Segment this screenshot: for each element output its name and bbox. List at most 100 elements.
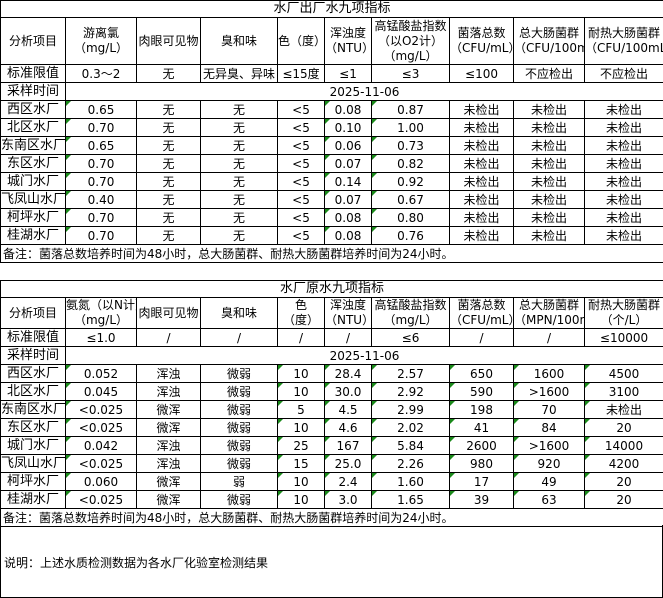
plant-name: 西区水厂 bbox=[0, 364, 66, 383]
plant-name: 东区水厂 bbox=[0, 154, 66, 173]
data-cell: <0.025 bbox=[65, 418, 137, 437]
column-header: 分析项目 bbox=[0, 297, 66, 329]
data-cell: 未检出 bbox=[449, 118, 514, 137]
data-cell: 无 bbox=[200, 172, 278, 191]
data-cell: 微弱 bbox=[200, 418, 278, 437]
data-cell: 3100 bbox=[583, 382, 663, 401]
column-header: 肉眼可见物 bbox=[136, 297, 201, 329]
data-cell: 浑浊 bbox=[136, 364, 201, 383]
column-header: 游离氯 （mg/L） bbox=[65, 17, 137, 65]
data-cell: 590 bbox=[449, 382, 514, 401]
data-cell: 63 bbox=[513, 490, 585, 509]
standard-value: ≤10000 bbox=[583, 328, 663, 347]
data-cell: 0.92 bbox=[371, 172, 450, 191]
note-row: 备注：菌落总数培养时间为48小时，总大肠菌群、耐热大肠菌群培养时间为24小时。 bbox=[0, 244, 663, 263]
column-header: 氨氮（以N计） （mg/L） bbox=[65, 297, 137, 329]
table-row: 桂湖水厂 <0.025 微浑 微弱 10 3.0 1.65 39 63 20 bbox=[0, 490, 663, 509]
data-cell: 84 bbox=[513, 418, 585, 437]
data-cell: 无 bbox=[200, 154, 278, 173]
data-cell: 无 bbox=[200, 208, 278, 227]
data-cell: 无 bbox=[136, 154, 201, 173]
data-cell: 未检出 bbox=[583, 172, 663, 191]
table-row: 柯坪水厂 0.060 微浑弱 10 2.4 1.60 17 49 20 bbox=[0, 472, 663, 491]
data-cell: 无 bbox=[136, 100, 201, 119]
data-cell: 无 bbox=[136, 208, 201, 227]
data-cell: 微浑 bbox=[136, 472, 201, 491]
data-cell: 30.0 bbox=[324, 382, 372, 401]
table-row: 城门水厂 0.042 浑浊 微弱 25 167 5.84 2600 >1600 14000 bbox=[0, 436, 663, 455]
data-cell: 微弱 bbox=[200, 382, 278, 401]
plant-name: 北区水厂 bbox=[0, 382, 66, 401]
table-row: 北区水厂 0.045 浑浊 微弱 10 30.0 2.92 590 >1600 3100 bbox=[0, 382, 663, 401]
data-cell: 15 bbox=[277, 454, 325, 473]
table-row: 东南区水厂 <0.025 微浑 微弱 5 4.5 2.99 198 70 未检出 bbox=[0, 400, 663, 419]
table-row: 飞凤山水厂 0.40 无无 <5 0.07 0.67 未检出 未检出 未检出 bbox=[0, 190, 663, 209]
standard-value: / bbox=[449, 328, 514, 347]
standard-value: ≤100 bbox=[449, 64, 514, 83]
data-cell: 未检出 bbox=[449, 190, 514, 209]
data-cell: 920 bbox=[513, 454, 585, 473]
plant-name: 东南区水厂 bbox=[0, 400, 66, 419]
data-cell: 0.060 bbox=[65, 472, 137, 491]
data-cell: 微弱 bbox=[200, 454, 278, 473]
standard-value: 不应检出 bbox=[583, 64, 663, 83]
data-cell: 1.65 bbox=[371, 490, 450, 509]
data-cell: 2.02 bbox=[371, 418, 450, 437]
data-cell: <5 bbox=[277, 100, 325, 119]
note-row: 备注：菌落总数培养时间为48小时，总大肠菌群、耐热大肠菌群培养时间为24小时。 bbox=[0, 508, 663, 527]
data-cell: 未检出 bbox=[583, 100, 663, 119]
data-cell: <5 bbox=[277, 118, 325, 137]
data-cell: 10 bbox=[277, 418, 325, 437]
data-cell: 39 bbox=[449, 490, 514, 509]
data-cell: <5 bbox=[277, 172, 325, 191]
data-cell: 无 bbox=[200, 226, 278, 245]
data-cell: 49 bbox=[513, 472, 585, 491]
data-cell: 2.4 bbox=[324, 472, 372, 491]
data-cell: 微浑 bbox=[136, 418, 201, 437]
data-cell: 2.57 bbox=[371, 364, 450, 383]
standard-value: ≤1 bbox=[324, 64, 372, 83]
plant-name: 飞凤山水厂 bbox=[0, 190, 66, 209]
column-header: 肉眼可见物 bbox=[136, 17, 201, 65]
data-cell: 0.70 bbox=[65, 172, 137, 191]
data-cell: 未检出 bbox=[449, 208, 514, 227]
data-cell: 2.26 bbox=[371, 454, 450, 473]
data-cell: 未检出 bbox=[513, 226, 585, 245]
table-title: 水厂出厂水九项指标 bbox=[0, 0, 663, 18]
table-row: 柯坪水厂 0.70 无无 <5 0.08 0.80 未检出 未检出 未检出 bbox=[0, 208, 663, 227]
data-cell: 0.73 bbox=[371, 136, 450, 155]
plant-name: 柯坪水厂 bbox=[0, 472, 66, 491]
data-cell: >1600 bbox=[513, 382, 585, 401]
data-cell: 0.80 bbox=[371, 208, 450, 227]
column-header: 菌落总数 （CFU/mL） bbox=[449, 17, 514, 65]
data-cell: 无 bbox=[200, 118, 278, 137]
data-cell: <5 bbox=[277, 154, 325, 173]
data-cell: 2.99 bbox=[371, 400, 450, 419]
data-cell: 浑浊 bbox=[136, 382, 201, 401]
plant-name: 东区水厂 bbox=[0, 418, 66, 437]
data-cell: 167 bbox=[324, 436, 372, 455]
standard-value: ≤1.0 bbox=[65, 328, 137, 347]
sampling-date: 2025-11-06 bbox=[64, 82, 663, 101]
data-cell: 0.87 bbox=[371, 100, 450, 119]
data-cell: 0.70 bbox=[65, 154, 137, 173]
standard-value: 无异臭、异味 bbox=[200, 64, 278, 83]
data-cell: 17 bbox=[449, 472, 514, 491]
data-cell: 未检出 bbox=[449, 154, 514, 173]
data-cell: 0.045 bbox=[65, 382, 137, 401]
data-cell: <5 bbox=[277, 190, 325, 209]
data-cell: 0.65 bbox=[65, 100, 137, 119]
data-cell: <0.025 bbox=[65, 490, 137, 509]
data-cell: 未检出 bbox=[583, 400, 663, 419]
data-cell: 0.70 bbox=[65, 208, 137, 227]
data-cell: 4.5 bbox=[324, 400, 372, 419]
data-cell: 198 bbox=[449, 400, 514, 419]
plant-name: 城门水厂 bbox=[0, 172, 66, 191]
row-label: 标准限值 bbox=[0, 64, 66, 83]
data-cell: 10 bbox=[277, 490, 325, 509]
table-row: 东区水厂 <0.025 微浑 微弱 10 4.6 2.02 41 84 20 bbox=[0, 418, 663, 437]
data-cell: 41 bbox=[449, 418, 514, 437]
column-header: 高锰酸盐指数 （以O2计） （mg/L） bbox=[371, 17, 450, 65]
plant-name: 柯坪水厂 bbox=[0, 208, 66, 227]
